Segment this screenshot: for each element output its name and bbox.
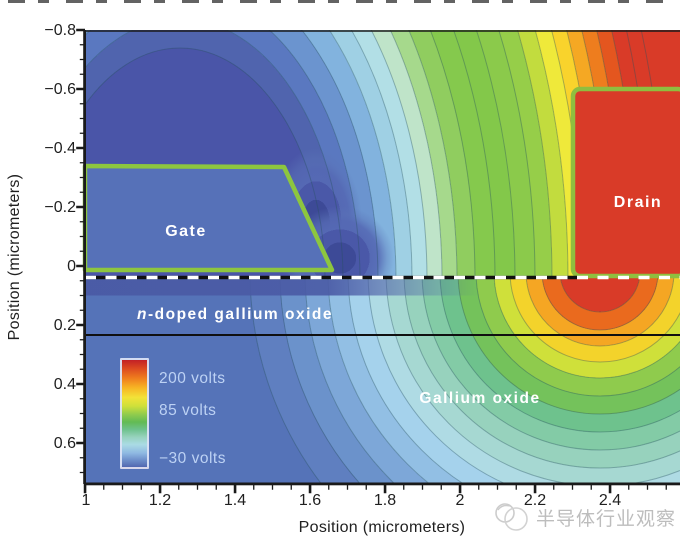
n-doped-label-rest: -doped gallium oxide <box>147 306 333 323</box>
x-tick-label: 1.6 <box>298 492 322 509</box>
y-tick-label: 0 <box>67 258 76 275</box>
contour-lines-lower <box>249 277 680 484</box>
cropped-top-artifact <box>8 0 672 3</box>
x-axis-title: Position (micrometers) <box>298 519 466 536</box>
y-tick-label: −0.4 <box>44 140 76 157</box>
x-tick-label: 1.4 <box>223 492 247 509</box>
colorbar <box>120 358 149 469</box>
y-axis-title: Position (micrometers) <box>6 173 23 341</box>
substrate-label: Gallium oxide <box>419 390 541 407</box>
n-doped-dark-band <box>85 279 480 296</box>
bottom-spine <box>85 482 680 486</box>
drain-electrode <box>570 86 680 279</box>
x-tick-label: 2.2 <box>523 492 547 509</box>
watermark: 半导体行业观察 <box>492 500 676 534</box>
gate-label: Gate <box>165 223 207 240</box>
n-doped-layer-label: n-doped gallium oxide <box>137 306 333 324</box>
x-tick-label: 1 <box>81 492 91 509</box>
y-tick-label: 0.6 <box>53 435 76 452</box>
legend-mid-label: 85 volts <box>159 402 217 419</box>
x-tick-label: 2 <box>455 492 465 509</box>
n-doped-label-italic-n: n <box>137 306 148 323</box>
y-tick-label: −0.6 <box>44 81 76 98</box>
legend-high-label: 200 volts <box>159 370 226 387</box>
lower-contour-region <box>85 277 680 484</box>
y-tick-label: −0.8 <box>44 22 76 39</box>
watermark-text: 半导体行业观察 <box>536 508 677 530</box>
x-tick-label: 1.8 <box>373 492 397 509</box>
y-tick-label: −0.2 <box>44 199 76 216</box>
y-tick-label: 0.4 <box>53 376 76 393</box>
drain-label: Drain <box>613 194 663 211</box>
watermark-logo-icon <box>495 503 528 531</box>
y-tick-label: 0.2 <box>53 317 76 334</box>
x-tick-label: 2.4 <box>598 492 622 509</box>
x-tick-label: 1.2 <box>148 492 172 509</box>
left-spine <box>83 30 86 484</box>
legend-low-label: −30 volts <box>159 450 226 467</box>
